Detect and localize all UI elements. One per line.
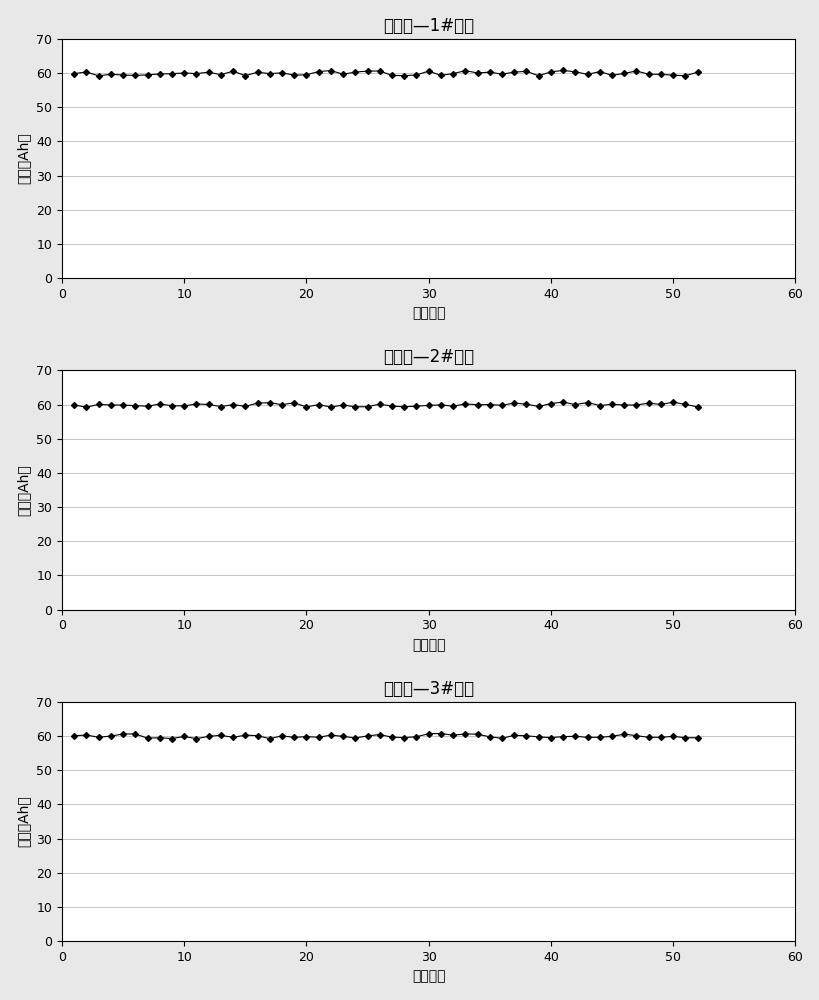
Y-axis label: 容量（Ah）: 容量（Ah） (16, 796, 30, 847)
X-axis label: 循环次数: 循环次数 (411, 306, 445, 320)
Title: 实施例—2#电池: 实施例—2#电池 (382, 348, 473, 366)
Y-axis label: 容量（Ah）: 容量（Ah） (16, 133, 30, 184)
X-axis label: 循环次数: 循环次数 (411, 969, 445, 983)
Y-axis label: 容量（Ah）: 容量（Ah） (16, 464, 30, 516)
X-axis label: 循环次数: 循环次数 (411, 638, 445, 652)
Title: 实施例—1#电池: 实施例—1#电池 (382, 17, 473, 35)
Title: 实施例—3#电池: 实施例—3#电池 (382, 680, 473, 698)
